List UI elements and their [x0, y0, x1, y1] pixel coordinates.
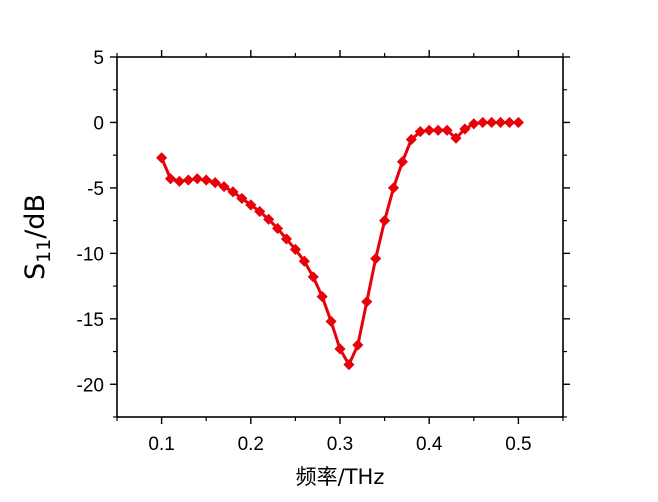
data-point-marker — [209, 177, 221, 189]
data-point-marker — [441, 124, 453, 136]
data-point-marker — [396, 156, 409, 168]
data-point-marker — [245, 199, 257, 211]
data-point-marker — [280, 233, 293, 245]
y-tick-label: 0 — [93, 113, 104, 134]
x-tick-label: 0.2 — [238, 434, 264, 455]
data-point-marker — [182, 174, 194, 186]
data-point-marker — [352, 339, 364, 351]
series-line — [160, 120, 519, 367]
data-point-marker — [361, 296, 373, 308]
data-point-marker — [191, 173, 203, 185]
data-point-marker — [379, 215, 391, 227]
data-point-marker — [370, 253, 382, 265]
data-point-marker — [343, 359, 355, 371]
x-tick-label: 0.5 — [505, 434, 531, 455]
data-point-marker — [325, 315, 337, 328]
plot-frame — [116, 56, 564, 418]
data-point-marker — [307, 271, 319, 283]
data-point-marker — [334, 343, 346, 355]
plot-frame-rect — [116, 56, 564, 418]
data-point-marker — [387, 182, 400, 194]
y-tick-label: -5 — [87, 179, 104, 200]
data-point-marker — [298, 255, 310, 267]
y-tick-labels: 5 0 -5 -10 -15 -20 — [77, 48, 104, 396]
data-point-marker — [271, 222, 284, 235]
data-point-marker — [200, 174, 212, 186]
data-point-marker — [164, 173, 177, 185]
y-tick-label: -20 — [77, 375, 104, 396]
x-tick-label: 0.3 — [327, 434, 353, 455]
y-axis-title-rest: /dB — [20, 194, 51, 239]
data-point-marker — [254, 205, 266, 218]
axis-ticks — [110, 50, 570, 424]
y-axis-title: S11/dB — [20, 194, 55, 280]
x-tick-label: 0.1 — [148, 434, 174, 455]
data-point-marker — [494, 116, 507, 129]
data-point-marker — [236, 192, 248, 204]
y-axis-title-base: S — [20, 263, 51, 280]
data-point-marker — [512, 116, 524, 129]
data-point-marker — [468, 118, 480, 130]
y-tick-label: -10 — [77, 244, 104, 265]
x-axis-title: 频率/THz — [296, 465, 385, 489]
data-point-marker — [486, 116, 498, 129]
data-point-marker — [156, 152, 168, 164]
data-point-marker — [263, 213, 275, 225]
data-point-marker — [503, 116, 516, 129]
data-point-marker — [423, 124, 435, 136]
data-point-marker — [289, 243, 301, 256]
data-point-marker — [173, 175, 186, 187]
data-point-marker — [227, 186, 239, 198]
data-point-marker — [450, 132, 462, 144]
data-point-marker — [316, 290, 328, 303]
data-point-marker — [477, 116, 489, 129]
data-point-marker — [432, 124, 444, 136]
data-point-marker — [459, 123, 471, 135]
series-group — [156, 116, 524, 371]
y-tick-label: -15 — [77, 310, 104, 331]
y-tick-label: 5 — [93, 48, 104, 69]
y-axis-title-subscript: 11 — [33, 239, 55, 263]
data-point-marker — [414, 126, 426, 138]
data-point-marker — [405, 133, 417, 146]
data-point-marker — [218, 181, 230, 193]
x-tick-labels: 0.1 0.2 0.3 0.4 0.5 — [148, 434, 531, 455]
x-tick-label: 0.4 — [416, 434, 443, 455]
